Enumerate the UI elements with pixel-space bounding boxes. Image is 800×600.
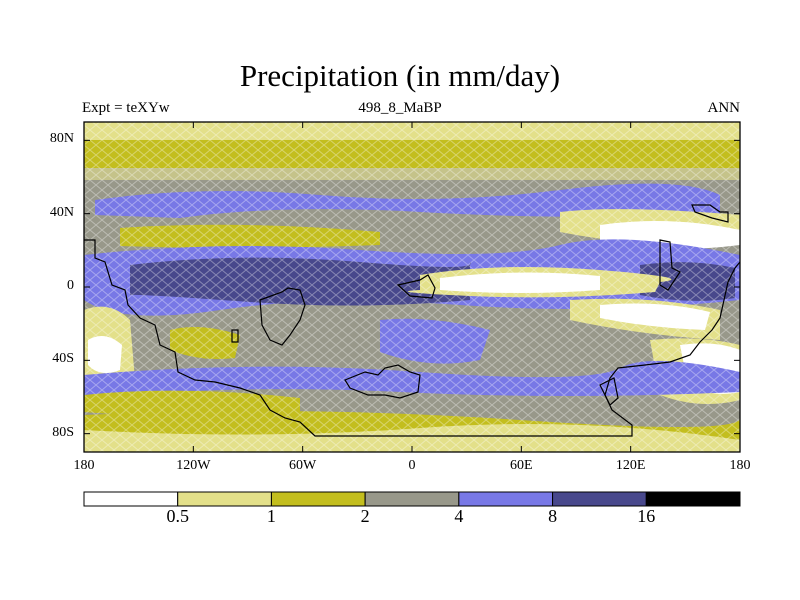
axis-ticks — [83, 122, 741, 452]
experiment-label: Expt = teXYw — [82, 100, 170, 116]
colorbar-swatch — [364, 491, 460, 507]
lon-tick-label: 180 — [729, 458, 751, 473]
colorbar-label: 8 — [548, 506, 558, 526]
lat-tick-label: 40S — [52, 351, 74, 367]
colorbar-swatch — [83, 491, 179, 507]
colorbar-swatch — [552, 491, 647, 507]
lon-tick-label: 60W — [289, 458, 317, 473]
colorbar-swatch — [270, 491, 366, 507]
colorbar — [83, 491, 741, 507]
season-label: ANN — [707, 100, 741, 116]
precip-field — [84, 122, 740, 452]
colorbar-label: 16 — [637, 506, 656, 526]
lon-tick-label: 120E — [615, 458, 646, 473]
colorbar-label: 2 — [360, 506, 370, 526]
colorbar-swatch — [645, 491, 741, 507]
lon-tick-label: 180 — [73, 458, 95, 473]
lat-tick-label: 80N — [49, 131, 74, 147]
colorbar-swatch — [177, 491, 272, 507]
plot-title: Precipitation (in mm/day) — [239, 58, 561, 93]
lat-tick-label: 0 — [67, 278, 74, 293]
lon-tick-label: 0 — [408, 458, 416, 473]
lat-tick-label: 40N — [49, 204, 74, 220]
lon-tick-label: 120W — [176, 458, 211, 473]
lat-tick-label: 80S — [52, 424, 74, 440]
colorbar-label: 4 — [454, 506, 464, 526]
colorbar-label: 0.5 — [166, 506, 189, 526]
colorbar-label: 1 — [266, 506, 276, 526]
lon-tick-label: 60E — [510, 458, 533, 473]
period-label: 498_8_MaBP — [358, 100, 442, 116]
coastlines — [84, 204, 740, 437]
colorbar-swatch — [458, 491, 554, 507]
